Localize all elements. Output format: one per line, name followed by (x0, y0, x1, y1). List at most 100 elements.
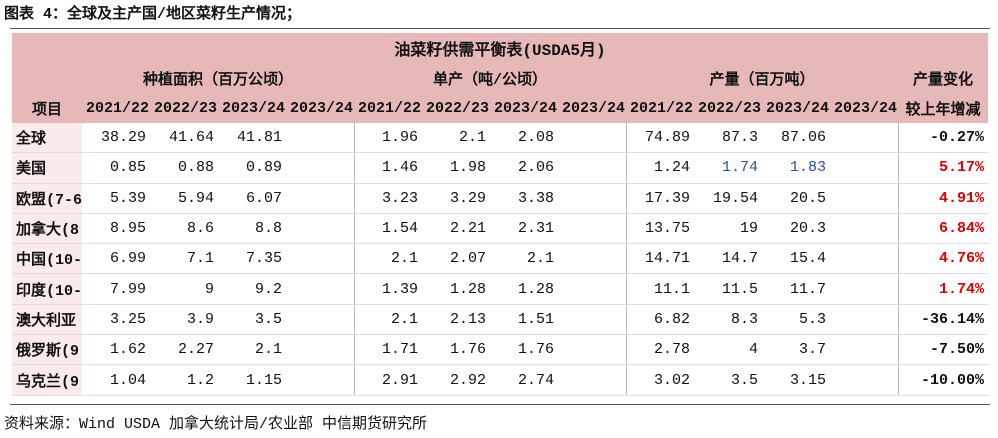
cell (286, 123, 354, 154)
cell: 19.54 (694, 183, 762, 214)
data-row: 乌克兰(9 1.04 1.2 1.15 2.91 2.92 2.74 3.02 3.5 3.15 -… (12, 364, 989, 396)
cell (558, 273, 626, 305)
cell: 3.5 (694, 364, 762, 396)
cell: 6.07 (218, 183, 286, 214)
cell: 11.1 (625, 273, 694, 305)
cell (286, 304, 354, 336)
cell (830, 243, 898, 275)
cell: 38.29 (82, 123, 150, 154)
cell: 2.74 (490, 364, 558, 396)
cell (286, 152, 354, 184)
row-label: 美国 (12, 152, 82, 184)
cell: -7.50% (897, 334, 989, 366)
cell: 19 (694, 213, 762, 245)
cell: 8.95 (82, 213, 150, 245)
cell (286, 334, 354, 366)
cell: 1.83 (762, 152, 830, 184)
table-frame: 油菜籽供需平衡表(USDA5月) 种植面积（百万公顷） 单产（吨/公顷） 产量（百万吨… (10, 28, 990, 405)
blank-header (12, 63, 82, 93)
column-header: 2023/24 (218, 93, 286, 123)
data-row: 欧盟(7-6 5.39 5.94 6.07 3.23 3.29 3.38 17.39 19.54… (12, 183, 989, 214)
group-header: 产量（百万吨） (626, 63, 898, 93)
cell: 5.17% (897, 152, 989, 184)
column-header: 较上年增减 (898, 93, 989, 123)
cell (286, 243, 354, 275)
cell (286, 273, 354, 305)
cell: 7.99 (82, 273, 150, 305)
cell: 11.7 (762, 273, 830, 305)
cell: 6.99 (82, 243, 150, 275)
cell: 87.06 (762, 123, 830, 154)
column-header: 2023/24 (762, 93, 830, 123)
cell: 8.6 (150, 213, 218, 245)
cell: 1.76 (490, 334, 558, 366)
cell: 2.27 (150, 334, 218, 366)
cell: 6.84% (897, 213, 989, 245)
cell (558, 243, 626, 275)
cell: 15.4 (762, 243, 830, 275)
cell: 2.92 (422, 364, 490, 396)
cell: 1.96 (353, 123, 422, 154)
cell (558, 213, 626, 245)
cell: 1.76 (422, 334, 490, 366)
cell (830, 334, 898, 366)
group-header: 单产（吨/公顷） (354, 63, 626, 93)
cell: 17.39 (625, 183, 694, 214)
cell: 2.1 (353, 304, 422, 336)
cell: 2.78 (625, 334, 694, 366)
column-header: 项目 (12, 93, 82, 123)
cell (558, 152, 626, 184)
cell: 2.13 (422, 304, 490, 336)
cell: 3.25 (82, 304, 150, 336)
cell: 1.24 (625, 152, 694, 184)
cell: 4.91% (897, 183, 989, 214)
cell (558, 304, 626, 336)
row-label: 印度(10- (12, 273, 82, 305)
cell: 3.9 (150, 304, 218, 336)
cell (286, 364, 354, 396)
cell (558, 334, 626, 366)
cell: 9 (150, 273, 218, 305)
row-label: 乌克兰(9 (12, 364, 82, 396)
cell: 1.51 (490, 304, 558, 336)
table-title: 油菜籽供需平衡表(USDA5月) (12, 33, 989, 63)
cell (558, 123, 626, 154)
cell: 5.3 (762, 304, 830, 336)
cell: 1.46 (353, 152, 422, 184)
cell: 1.15 (218, 364, 286, 396)
cell: 7.35 (218, 243, 286, 275)
column-header: 2022/23 (422, 93, 490, 123)
column-header: 2023/24 (830, 93, 898, 123)
table-header: 油菜籽供需平衡表(USDA5月) 种植面积（百万公顷） 单产（吨/公顷） 产量（百万吨… (12, 33, 989, 123)
cell: 1.54 (353, 213, 422, 245)
cell: -10.00% (897, 364, 989, 396)
cell: 5.94 (150, 183, 218, 214)
cell: 3.15 (762, 364, 830, 396)
cell: 1.62 (82, 334, 150, 366)
column-header: 2021/22 (626, 93, 694, 123)
cell: 41.81 (218, 123, 286, 154)
cell: 3.5 (218, 304, 286, 336)
cell (830, 273, 898, 305)
group-row: 种植面积（百万公顷） 单产（吨/公顷） 产量（百万吨） 产量变化 (12, 63, 989, 93)
row-label: 加拿大(8 (12, 213, 82, 245)
cell: 1.04 (82, 364, 150, 396)
balance-table: 油菜籽供需平衡表(USDA5月) 种植面积（百万公顷） 单产（吨/公顷） 产量（百万吨… (12, 33, 989, 396)
cell: 1.74% (897, 273, 989, 305)
column-header: 2021/22 (354, 93, 422, 123)
data-row: 印度(10- 7.99 9 9.2 1.39 1.28 1.28 11.1 11.5 11.7 1.… (12, 273, 989, 305)
cell: 74.89 (625, 123, 694, 154)
cell: 13.75 (625, 213, 694, 245)
cell: 2.91 (353, 364, 422, 396)
cell (830, 123, 898, 154)
cell: 3.7 (762, 334, 830, 366)
data-row: 加拿大(8 8.95 8.6 8.8 1.54 2.21 2.31 13.75 19 20.3 6.… (12, 213, 989, 245)
cell: -36.14% (897, 304, 989, 336)
cell: 7.1 (150, 243, 218, 275)
column-header: 2022/23 (694, 93, 762, 123)
row-label: 全球 (12, 123, 82, 154)
cell: 0.88 (150, 152, 218, 184)
cell: 41.64 (150, 123, 218, 154)
caption: 图表 4：全球及主产国/地区菜籽生产情况； (4, 6, 302, 23)
cell: 20.5 (762, 183, 830, 214)
